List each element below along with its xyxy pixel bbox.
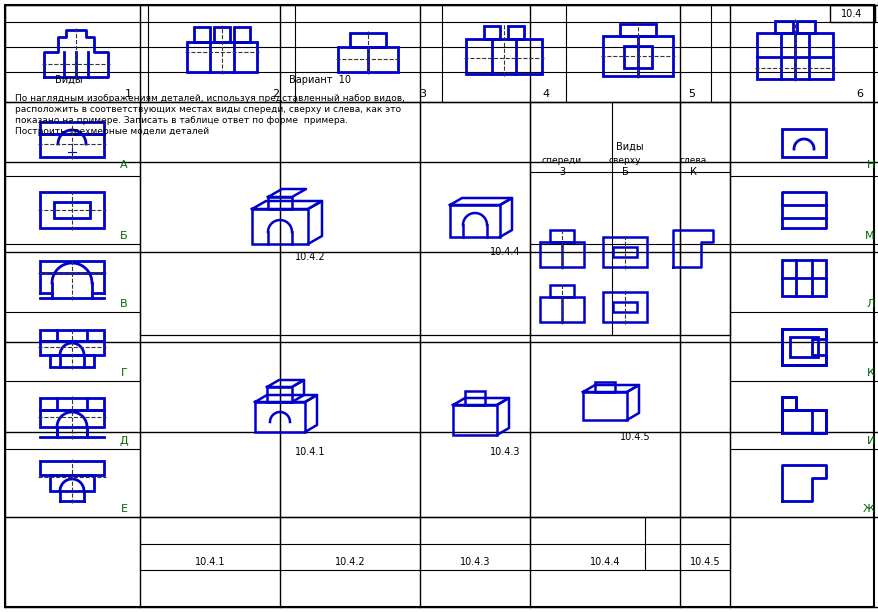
Text: Д: Д <box>119 436 128 446</box>
Bar <box>465 39 542 74</box>
Bar <box>829 5 874 22</box>
Text: М: М <box>864 231 874 241</box>
Text: 10.4.3: 10.4.3 <box>459 557 490 567</box>
Bar <box>507 26 523 39</box>
Text: показано на примере. Записать в таблице ответ по форме  примера.: показано на примере. Записать в таблице … <box>15 116 348 125</box>
Bar <box>550 230 573 242</box>
Text: Е: Е <box>121 504 128 514</box>
Text: 3: 3 <box>419 89 426 99</box>
Bar <box>338 47 398 72</box>
Bar <box>40 461 104 475</box>
Text: расположить в соответствующих местах виды спереди, сверху и слева, как это: расположить в соответствующих местах вид… <box>15 105 400 114</box>
Bar <box>40 134 104 157</box>
Bar <box>50 475 94 491</box>
Bar <box>187 42 256 72</box>
Bar <box>452 405 496 435</box>
Text: Вариант  10: Вариант 10 <box>289 75 350 85</box>
Text: Ж: Ж <box>862 504 874 514</box>
Bar <box>267 387 291 402</box>
Text: Виды: Виды <box>55 75 83 85</box>
Bar <box>255 402 305 432</box>
Bar <box>539 297 583 322</box>
Bar <box>781 260 825 296</box>
Text: 1: 1 <box>125 89 132 99</box>
Bar <box>50 355 94 367</box>
Text: Построить трехмерные модели деталей: Построить трехмерные модели деталей <box>15 127 209 136</box>
Text: 10.4.4: 10.4.4 <box>589 557 620 567</box>
Bar <box>40 330 104 341</box>
Bar <box>450 205 500 237</box>
Bar <box>781 329 825 365</box>
Bar <box>789 337 817 357</box>
Bar <box>213 27 230 42</box>
Bar <box>194 27 210 42</box>
Text: В: В <box>120 299 128 309</box>
Text: спереди: спереди <box>542 155 581 165</box>
Bar <box>40 192 104 228</box>
Text: 10.4.1: 10.4.1 <box>195 557 225 567</box>
Bar <box>40 122 104 134</box>
Text: 5: 5 <box>687 89 694 99</box>
Bar <box>602 292 646 322</box>
Bar <box>774 21 792 33</box>
Text: 10.4.1: 10.4.1 <box>295 447 325 457</box>
Bar <box>484 26 500 39</box>
Bar <box>40 410 104 427</box>
Bar <box>539 242 583 267</box>
Text: Г: Г <box>121 368 128 378</box>
Bar <box>781 397 795 410</box>
Bar <box>756 33 832 79</box>
Text: 10.4.2: 10.4.2 <box>335 557 365 567</box>
Text: 10.4.5: 10.4.5 <box>619 432 650 442</box>
Text: 10.4.5: 10.4.5 <box>689 557 719 567</box>
Text: К: К <box>688 167 695 177</box>
Bar <box>781 129 825 157</box>
Bar <box>252 209 307 244</box>
Bar <box>234 27 249 42</box>
Bar <box>550 285 573 297</box>
Text: И: И <box>866 436 874 446</box>
Text: Н: Н <box>866 160 874 170</box>
Bar <box>40 341 104 355</box>
Text: К: К <box>866 368 874 378</box>
Bar <box>349 33 385 47</box>
Text: 10.4.4: 10.4.4 <box>489 247 520 257</box>
Text: 2: 2 <box>271 89 278 99</box>
Bar <box>781 410 825 433</box>
Text: 6: 6 <box>855 89 862 99</box>
Bar <box>54 202 90 218</box>
Bar <box>602 237 646 267</box>
Text: 10.4: 10.4 <box>840 9 861 19</box>
Bar <box>40 261 104 273</box>
Text: А: А <box>120 160 128 170</box>
Text: сверху: сверху <box>608 155 641 165</box>
Bar <box>40 398 104 410</box>
Bar <box>582 392 626 420</box>
Bar <box>612 247 637 257</box>
Text: 10.4.3: 10.4.3 <box>489 447 520 457</box>
Text: слева: слева <box>679 155 706 165</box>
Bar <box>464 391 485 405</box>
Text: Виды: Виды <box>615 142 643 152</box>
Text: По наглядным изображениям деталей, используя представленный набор видов,: По наглядным изображениям деталей, испол… <box>15 94 405 103</box>
Bar <box>619 24 655 36</box>
Bar <box>623 46 651 68</box>
Text: Л: Л <box>866 299 874 309</box>
Text: Б: Б <box>621 167 628 177</box>
Text: 10.4.2: 10.4.2 <box>295 252 325 262</box>
Bar <box>602 36 673 76</box>
Text: Б: Б <box>120 231 128 241</box>
Text: 3: 3 <box>558 167 565 177</box>
Bar <box>796 21 814 33</box>
Bar <box>594 382 615 392</box>
Text: 4: 4 <box>543 89 550 99</box>
Bar <box>268 197 291 209</box>
Bar <box>612 302 637 312</box>
